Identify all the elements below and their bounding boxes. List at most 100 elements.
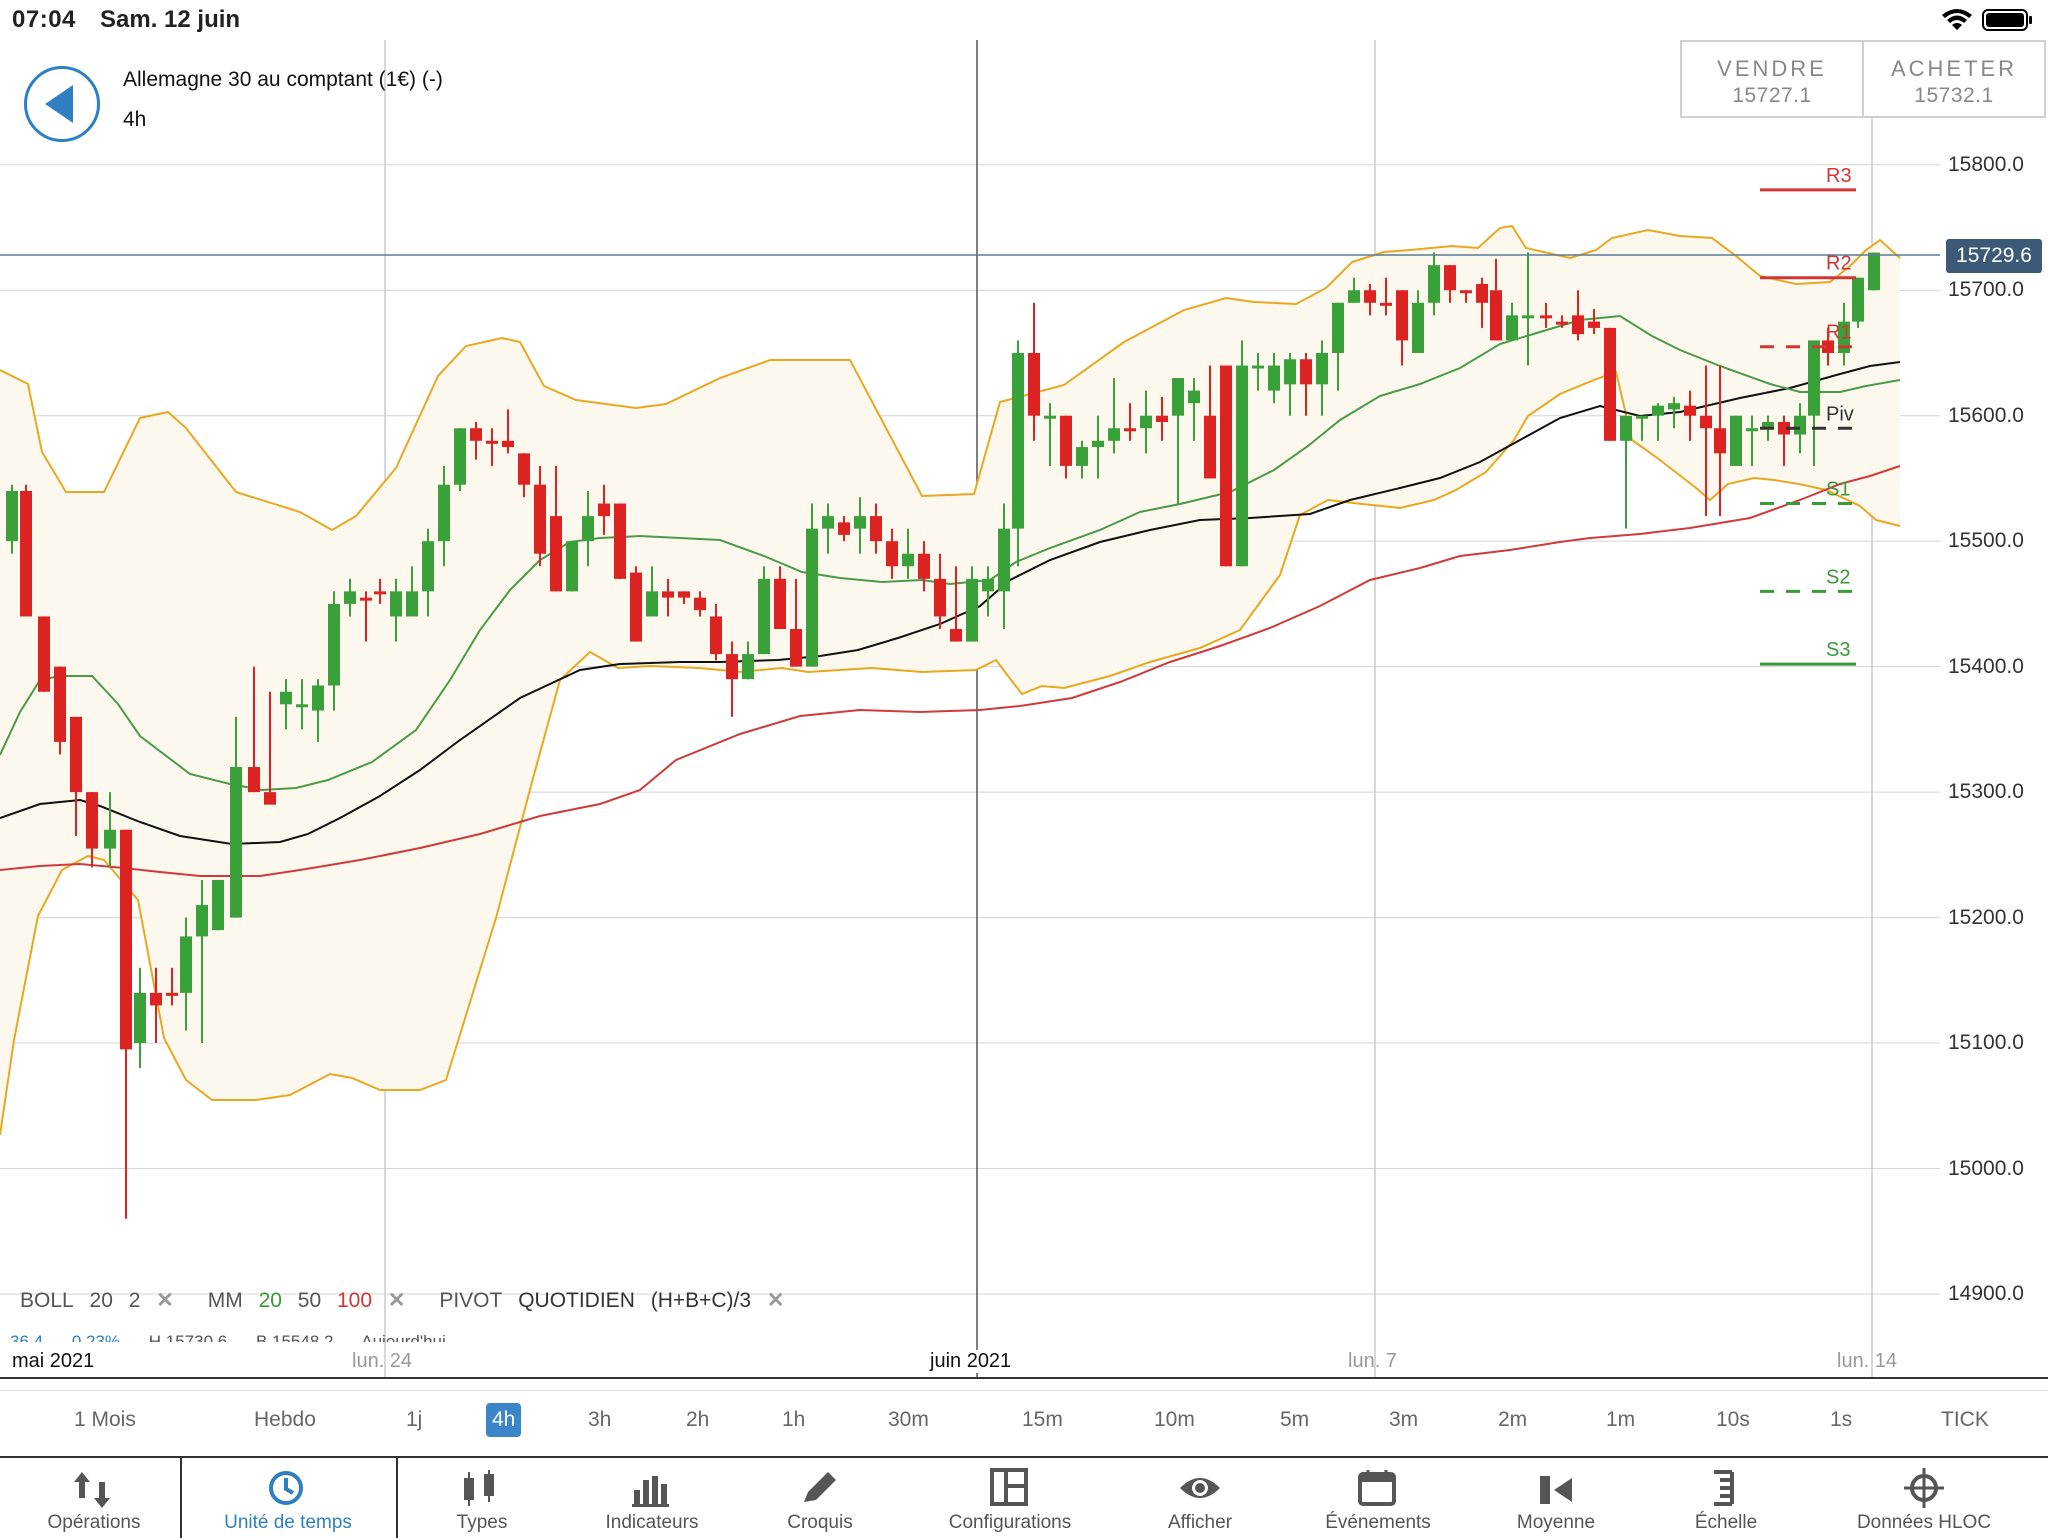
price-chart[interactable]: R3 R2 R1 Piv S1 S2 S3: [0, 0, 2048, 1390]
candle-body: [1316, 352, 1328, 385]
x-label-june: juin 2021: [926, 1350, 1016, 1373]
trade-panel: VENDRE 15727.1 ACHETER 15732.1: [1680, 40, 2046, 118]
mm-50-value: 50: [297, 1289, 322, 1312]
candle-body: [196, 905, 208, 937]
candle-body: [1746, 428, 1758, 432]
mm-20-value: 20: [258, 1289, 282, 1312]
candle-body: [1092, 440, 1104, 448]
toolbar-échelle[interactable]: Échelle: [1656, 1458, 1796, 1538]
candle-body: [918, 553, 930, 579]
arrows-updown-icon: [9, 1468, 179, 1512]
buy-button[interactable]: ACHETER 15732.1: [1862, 42, 2044, 116]
candle-body: [438, 484, 450, 542]
mm-label[interactable]: MM: [207, 1289, 243, 1312]
sell-button[interactable]: VENDRE 15727.1: [1682, 42, 1862, 116]
timeframe-10m[interactable]: 10m: [1154, 1408, 1195, 1431]
eye-icon: [1125, 1468, 1275, 1512]
candle-body: [470, 428, 482, 441]
x-label-mon14: lun. 14: [1837, 1350, 1898, 1372]
candle-body: [1380, 302, 1392, 306]
pencil-icon: [740, 1468, 900, 1512]
toolbar-unité-de-temps[interactable]: Unité de temps: [188, 1458, 388, 1538]
buy-label: ACHETER: [1890, 56, 2018, 81]
toolbar-types[interactable]: Types: [402, 1458, 562, 1538]
timeframe-1m[interactable]: 1m: [1606, 1408, 1636, 1431]
timeframe-2h[interactable]: 2h: [686, 1408, 710, 1431]
candle-body: [1444, 265, 1456, 291]
boll-label[interactable]: BOLL: [20, 1289, 74, 1312]
candle-body: [566, 541, 578, 592]
candle-body: [598, 503, 610, 517]
candle-body: [180, 936, 192, 993]
timeframe-2m[interactable]: 2m: [1498, 1408, 1528, 1431]
candle-body: [822, 516, 834, 529]
buy-price: 15732.1: [1914, 84, 1994, 107]
current-price-tag: 15729.6: [1946, 239, 2042, 273]
candle-body: [1348, 290, 1360, 303]
candle-body: [1588, 321, 1600, 328]
candle-body: [1172, 378, 1184, 416]
timeframe-hebdo[interactable]: Hebdo: [254, 1408, 316, 1431]
timeframe-30m[interactable]: 30m: [888, 1408, 929, 1431]
pivot-label[interactable]: PIVOT: [439, 1289, 503, 1312]
timeframe-3m[interactable]: 3m: [1389, 1408, 1419, 1431]
timeframe-1s[interactable]: 1s: [1830, 1408, 1853, 1431]
candle-body: [742, 654, 754, 680]
candle-body: [374, 591, 386, 595]
bottom-toolbar: Opérations Unité de temps Types Indicateurs…: [0, 1456, 2048, 1538]
candle-body: [212, 879, 224, 931]
toolbar-configurations[interactable]: Configurations: [905, 1458, 1115, 1538]
ma-100-line: [0, 465, 1901, 877]
instrument-timeframe: 4h: [123, 108, 147, 131]
remove-boll-icon[interactable]: ✕: [156, 1289, 174, 1312]
timeframe-10s[interactable]: 10s: [1716, 1408, 1750, 1431]
x-label-mon7: lun. 7: [1348, 1350, 1397, 1372]
candle-body: [1476, 283, 1488, 303]
price-axis-label: 15500.0: [1948, 529, 2024, 553]
toolbar-données-hloc[interactable]: Données HLOC: [1834, 1458, 2014, 1538]
x-label-may: mai 2021: [8, 1350, 99, 1373]
candle-body: [1762, 421, 1774, 429]
stats-percent: 0.23%: [71, 1332, 121, 1342]
back-button[interactable]: [24, 66, 100, 142]
price-axis-label: 15200.0: [1948, 905, 2024, 929]
timeframe-4h[interactable]: 4h: [486, 1403, 522, 1437]
candle-body: [726, 654, 738, 680]
x-label-mon24: lun. 24: [352, 1350, 413, 1372]
candle-body: [694, 597, 706, 611]
pivot-label-s1: S1: [1826, 479, 1850, 501]
candle-body: [582, 516, 594, 542]
toolbar-opérations[interactable]: Opérations: [9, 1458, 179, 1538]
candle-body: [662, 591, 674, 598]
candle-body: [70, 716, 82, 793]
candle-body: [54, 666, 66, 742]
timeframe-1h[interactable]: 1h: [782, 1408, 806, 1431]
candle-body: [1652, 405, 1664, 416]
timeframe-1-mois[interactable]: 1 Mois: [74, 1408, 136, 1431]
timeframe-tick[interactable]: TICK: [1941, 1408, 1989, 1431]
candle-body: [550, 516, 562, 592]
candle-body: [1396, 290, 1408, 341]
candle-body: [1868, 252, 1880, 291]
wifi-icon: [1942, 9, 1972, 30]
toolbar-événements[interactable]: Événements: [1288, 1458, 1468, 1538]
remove-pivot-icon[interactable]: ✕: [766, 1289, 785, 1312]
timeframe-5m[interactable]: 5m: [1280, 1408, 1310, 1431]
remove-mm-icon[interactable]: ✕: [387, 1289, 406, 1312]
candle-body: [344, 591, 356, 604]
timeframe-3h[interactable]: 3h: [588, 1408, 612, 1431]
toolbar-label: Données HLOC: [1856, 1512, 1992, 1533]
toolbar-croquis[interactable]: Croquis: [740, 1458, 900, 1538]
candle-body: [1412, 302, 1424, 353]
timeframe-1j[interactable]: 1j: [406, 1408, 423, 1431]
timeframe-15m[interactable]: 15m: [1022, 1408, 1063, 1431]
toolbar-moyenne[interactable]: Moyenne: [1481, 1458, 1631, 1538]
toolbar-indicateurs[interactable]: Indicateurs: [567, 1458, 737, 1538]
toolbar-label: Événements: [1325, 1512, 1431, 1533]
sell-label: VENDRE: [1717, 56, 1827, 81]
status-date: Sam. 12 juin: [100, 6, 241, 33]
toolbar-afficher[interactable]: Afficher: [1125, 1458, 1275, 1538]
candle-body: [1714, 428, 1726, 454]
candle-body: [280, 691, 292, 705]
candle-body: [630, 572, 642, 642]
